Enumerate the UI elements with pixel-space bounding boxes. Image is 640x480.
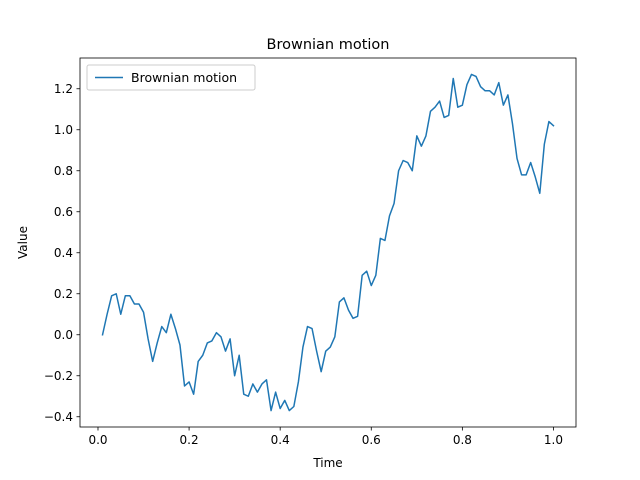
y-tick-label: 0.4 xyxy=(54,246,73,260)
x-axis-label: Time xyxy=(312,456,342,470)
y-axis-ticks: −0.4 −0.2 0.0 0.2 0.4 0.6 0.8 1.0 1.2 xyxy=(44,82,80,424)
y-axis-label: Value xyxy=(16,226,30,259)
y-tick-label: 1.2 xyxy=(54,82,73,96)
y-tick-label: 0.6 xyxy=(54,205,73,219)
series-line xyxy=(101,73,555,412)
x-tick-label: 0.8 xyxy=(453,433,472,447)
y-tick-label: 0.8 xyxy=(54,164,73,178)
y-tick-label: −0.2 xyxy=(44,369,73,383)
legend-box xyxy=(86,64,256,91)
plot-area xyxy=(80,58,576,427)
x-tick-label: 0.4 xyxy=(271,433,290,447)
x-tick-label: 0.2 xyxy=(180,433,199,447)
x-tick-label: 0.6 xyxy=(362,433,381,447)
x-axis-ticks: 0.0 0.2 0.4 0.6 0.8 1.0 xyxy=(88,427,563,447)
legend-label: Brownian motion xyxy=(131,70,237,85)
legend: Brownian motion xyxy=(86,64,256,91)
series-layer xyxy=(101,73,555,412)
x-tick-label: 0.0 xyxy=(88,433,107,447)
plot-frame xyxy=(79,57,577,428)
y-tick-label: 0.2 xyxy=(54,287,73,301)
y-tick-label: −0.4 xyxy=(44,410,73,424)
y-tick-label: 1.0 xyxy=(54,123,73,137)
chart-title: Brownian motion xyxy=(267,37,390,53)
y-tick-label: 0.0 xyxy=(54,328,73,342)
x-tick-label: 1.0 xyxy=(544,433,563,447)
